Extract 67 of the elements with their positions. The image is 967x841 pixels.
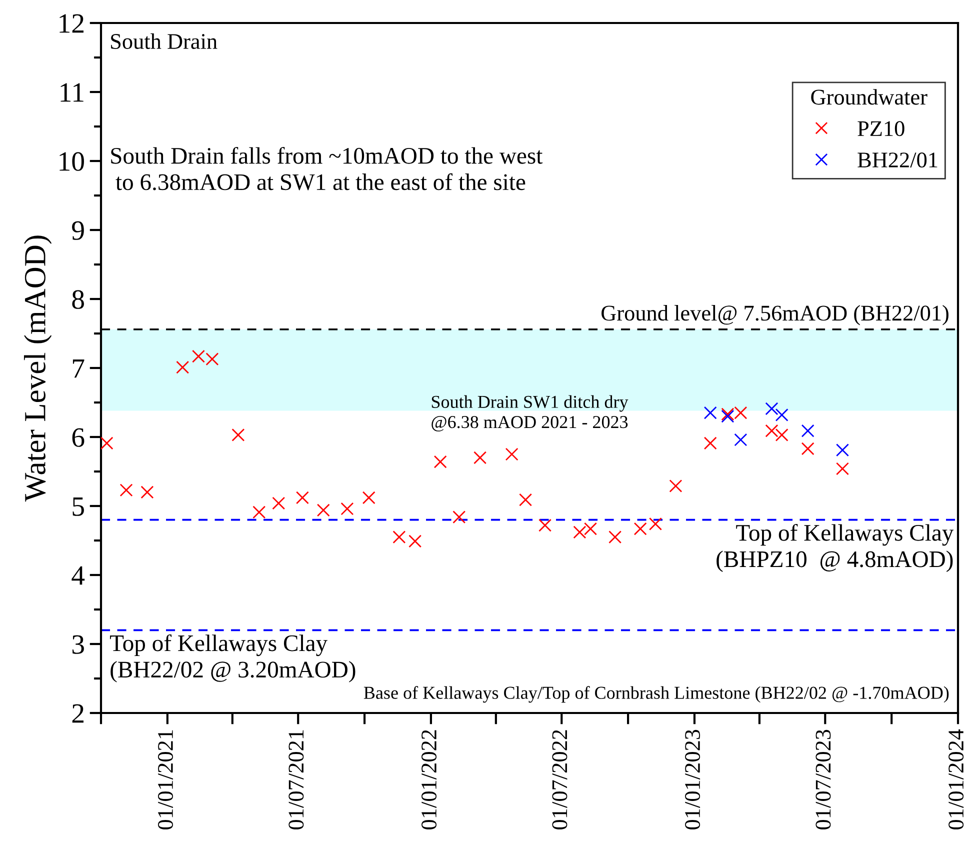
point (608, 530, 622, 544)
x-tick-label: 01/01/2024 (948, 729, 964, 830)
point (140, 486, 154, 499)
ref-line-label: Ground level@ 7.56mAOD (BH22/01) (602, 305, 948, 326)
point (634, 522, 647, 536)
y-tick-label: 2 (72, 704, 84, 723)
point (704, 436, 717, 450)
point (801, 442, 814, 456)
y-tick-label: 7 (72, 359, 84, 378)
point (272, 496, 286, 510)
band-label: South Drain SW1 ditch dry @6.38 mAOD 2021 - 2023 (432, 395, 628, 432)
point (120, 484, 133, 497)
point (538, 518, 552, 532)
point (704, 406, 717, 420)
y-tick-label: 4 (72, 566, 85, 585)
y-tick-label: 3 (72, 635, 84, 654)
x-tick-label: 01/01/2023 (685, 730, 700, 830)
point (775, 428, 788, 442)
legend-title: Groundwater (811, 89, 928, 105)
y-tick-label: 8 (72, 290, 84, 309)
annotation: South Drain (111, 33, 218, 49)
y-tick-label: 6 (72, 428, 84, 447)
point (765, 424, 778, 438)
point (648, 517, 662, 530)
y-tick-label: 10 (60, 152, 84, 171)
point (316, 504, 330, 517)
point (734, 433, 748, 446)
point (573, 526, 586, 539)
y-tick-label: 9 (72, 221, 84, 240)
x-tick-label: 01/01/2022 (422, 730, 437, 830)
point (765, 402, 778, 416)
point (176, 360, 190, 374)
y-tick-label: 5 (72, 497, 84, 516)
ref-line-label: Top of Kellaways Clay (BHPZ10 @ 4.8mAOD) (716, 524, 954, 572)
point (474, 451, 487, 464)
point (340, 502, 354, 516)
point (505, 448, 518, 461)
point (206, 352, 219, 366)
y-tick-label: 12 (60, 14, 84, 33)
point (775, 408, 788, 422)
point (836, 462, 849, 476)
point (836, 444, 849, 457)
x-tick-label: 01/07/2023 (816, 730, 831, 830)
point (452, 510, 466, 524)
point (584, 522, 598, 536)
legend-label: BH22/01 (858, 152, 938, 168)
point (296, 491, 309, 504)
point (232, 428, 245, 442)
point (669, 479, 682, 492)
point (801, 424, 814, 438)
point (392, 530, 406, 544)
point (408, 534, 422, 548)
x-tick-label: 01/01/2021 (158, 730, 173, 830)
point (192, 350, 205, 363)
x-tick-label: 01/07/2022 (552, 730, 568, 830)
point (434, 455, 447, 468)
ref-line-label: Top of Kellaways Clay (BH22/02 @ 3.20mAOD) (110, 634, 356, 682)
point (101, 436, 114, 450)
point (362, 491, 376, 504)
legend-label: PZ10 (858, 121, 904, 136)
point (519, 493, 532, 506)
annotation: South Drain falls from ~10mAOD to the west to 6.38mAOD at SW1 at the east of the site (111, 146, 543, 190)
annotation: Base of Kellaways Clay/Top of Cornbrash Limestone (BH22/02 @ -1.70mAOD) (364, 686, 949, 703)
y-tick-label: 11 (60, 83, 84, 102)
x-tick-label: 01/07/2021 (288, 730, 304, 830)
point (252, 506, 266, 519)
y-axis-title: Water Level (mAOD) (24, 236, 52, 502)
